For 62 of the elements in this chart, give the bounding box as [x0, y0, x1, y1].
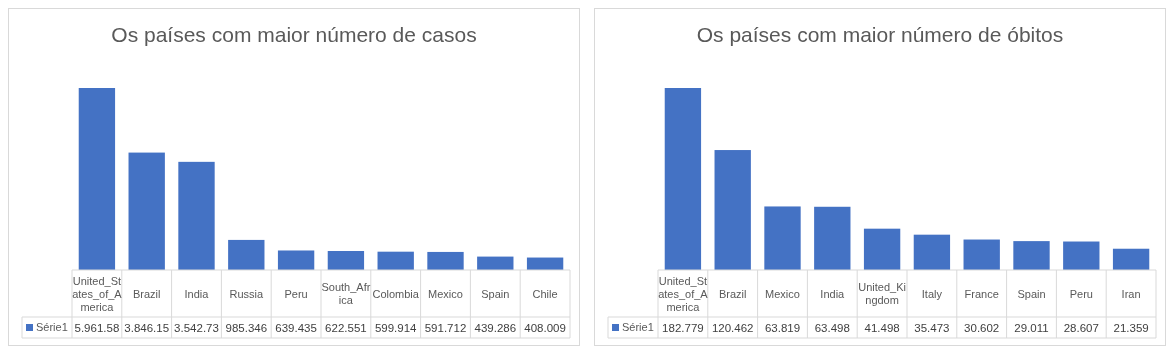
bar: [1063, 241, 1100, 270]
bar: [714, 150, 751, 270]
x-tick-label: United_States_of_America: [658, 274, 709, 313]
x-tick-label: Spain: [481, 287, 510, 300]
data-label: 599.914: [374, 322, 418, 334]
x-tick-label: India: [820, 287, 846, 300]
x-tick-label: United_Kingdom: [858, 281, 906, 306]
bar: [377, 251, 414, 270]
bar: [863, 228, 901, 270]
data-label: 21.359: [1113, 322, 1149, 334]
data-label: 182.779: [662, 322, 704, 334]
x-tick-label: Russia: [229, 287, 264, 300]
data-label: 3.542.73: [174, 322, 219, 334]
data-label: 120.462: [711, 322, 754, 334]
x-tick-label: Brazil: [718, 287, 747, 300]
data-label: 639.435: [275, 322, 317, 334]
data-label: 28.607: [1063, 322, 1099, 334]
data-label: 41.498: [864, 322, 900, 334]
bar: [1112, 248, 1150, 270]
x-tick-label: Mexico: [765, 287, 800, 300]
bar: [1013, 241, 1050, 270]
bar: [277, 250, 315, 270]
x-tick-label: Peru: [284, 287, 308, 300]
bar: [228, 239, 265, 270]
bar: [178, 161, 215, 270]
x-tick-label: South_Africa: [321, 281, 371, 306]
x-tick-label: Spain: [1017, 287, 1046, 300]
data-label: 29.011: [1014, 322, 1049, 334]
bar: [814, 206, 851, 270]
data-label: 63.498: [814, 322, 850, 334]
bar: [427, 251, 464, 270]
bar: [913, 234, 951, 270]
x-tick-label: Mexico: [428, 287, 463, 300]
data-label: 5.961.58: [74, 322, 120, 334]
data-label: 985.346: [225, 322, 268, 334]
bar: [327, 250, 365, 270]
bar: [664, 88, 702, 270]
x-tick-label: Italy: [921, 287, 943, 300]
x-tick-label: United_States_of_America: [72, 274, 123, 313]
x-tick-label: Chile: [532, 287, 558, 300]
legend-label: Série1: [622, 321, 654, 333]
data-label: 63.819: [764, 322, 801, 334]
x-tick-label: India: [184, 287, 210, 300]
data-label: 3.846.15: [124, 322, 170, 334]
chart-title: Os países com maior número de casos: [111, 23, 477, 46]
x-tick-label: Peru: [1069, 287, 1093, 300]
data-label: 408.009: [524, 322, 566, 334]
data-label: 622.551: [325, 322, 367, 334]
bar: [78, 88, 116, 270]
data-label: 439.286: [474, 322, 517, 334]
x-tick-label: Iran: [1121, 287, 1141, 300]
data-label: 35.473: [914, 322, 950, 334]
data-label: 30.602: [964, 322, 1000, 334]
data-label: 591.712: [424, 322, 467, 334]
x-tick-label: Brazil: [132, 287, 161, 300]
x-tick-label: France: [964, 287, 999, 300]
legend-label: Série1: [36, 321, 68, 333]
x-tick-label: Colombia: [372, 287, 420, 300]
bar: [963, 239, 1000, 270]
bar: [128, 152, 165, 270]
chart-title: Os países com maior número de óbitos: [696, 23, 1064, 46]
bar: [764, 206, 801, 270]
